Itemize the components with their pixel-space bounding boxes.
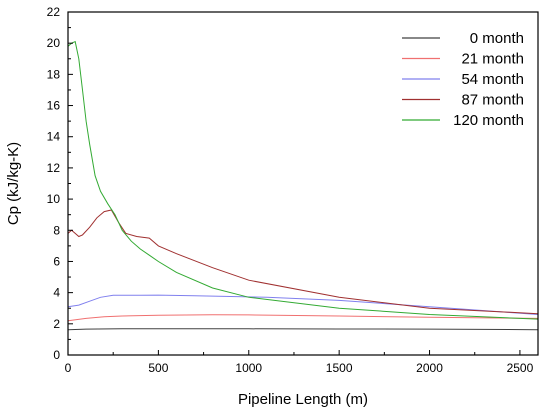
legend-label: 120 month [453, 112, 524, 129]
y-tick-label: 10 [47, 192, 61, 206]
y-tick-label: 16 [47, 99, 61, 113]
y-tick-label: 22 [47, 5, 61, 19]
axis-ticks: 0 500 1000 1500 2000 2500 0 2 4 6 8 10 12 14 16 18 20 22 [47, 5, 534, 375]
y-tick-label: 14 [47, 130, 61, 144]
legend-label: 21 month [461, 51, 524, 68]
y-tick-label: 2 [53, 317, 60, 331]
series-line [67, 294, 539, 315]
legend-label: 54 month [461, 71, 524, 88]
y-tick-label: 8 [53, 223, 60, 237]
series-line [67, 209, 539, 315]
y-tick-label: 12 [47, 161, 61, 175]
legend-label: 87 month [461, 92, 524, 109]
x-tick-label: 1000 [235, 361, 262, 375]
y-tick-label: 4 [53, 286, 60, 300]
legend: 0 month 21 month 54 month 87 month 120 month [402, 30, 524, 129]
x-tick-label: 0 [65, 361, 72, 375]
x-tick-label: 2500 [507, 361, 534, 375]
legend-label: 0 month [470, 30, 524, 47]
y-axis-label: Cp (kJ/kg-K) [5, 142, 22, 225]
x-tick-label: 2000 [416, 361, 443, 375]
series-line [67, 314, 539, 322]
y-tick-label: 6 [53, 254, 60, 268]
x-tick-label: 1500 [326, 361, 353, 375]
series-line [67, 40, 539, 320]
y-tick-label: 20 [47, 36, 61, 50]
y-tick-label: 0 [53, 348, 60, 362]
series-lines [67, 40, 539, 331]
x-tick-label: 500 [148, 361, 168, 375]
series-line [67, 328, 539, 331]
y-tick-label: 18 [47, 67, 61, 81]
x-axis-label: Pipeline Length (m) [238, 391, 368, 408]
